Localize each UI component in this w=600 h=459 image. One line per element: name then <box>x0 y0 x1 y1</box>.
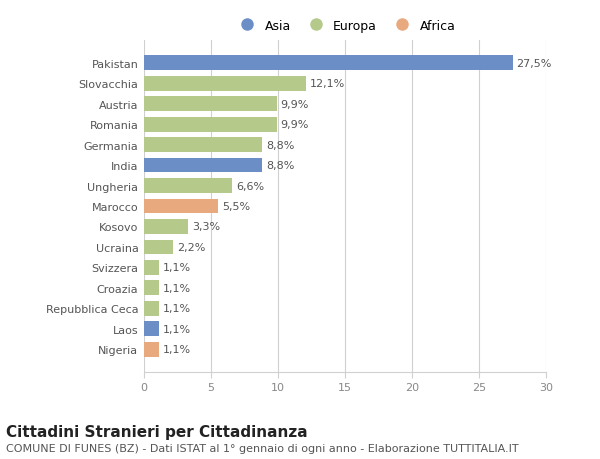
Text: 1,1%: 1,1% <box>163 283 191 293</box>
Text: 2,2%: 2,2% <box>178 242 206 252</box>
Bar <box>144 322 159 336</box>
Text: 12,1%: 12,1% <box>310 79 346 89</box>
Bar <box>144 77 306 91</box>
Bar <box>144 158 262 173</box>
Bar <box>144 301 159 316</box>
Text: 9,9%: 9,9% <box>281 100 309 110</box>
Text: 27,5%: 27,5% <box>517 59 552 69</box>
Text: 1,1%: 1,1% <box>163 324 191 334</box>
Text: 1,1%: 1,1% <box>163 263 191 273</box>
Bar <box>144 281 159 296</box>
Text: 8,8%: 8,8% <box>266 140 295 150</box>
Bar <box>144 97 277 112</box>
Text: Cittadini Stranieri per Cittadinanza: Cittadini Stranieri per Cittadinanza <box>6 425 308 440</box>
Text: 3,3%: 3,3% <box>192 222 220 232</box>
Text: 8,8%: 8,8% <box>266 161 295 171</box>
Bar <box>144 240 173 255</box>
Bar <box>144 199 218 214</box>
Text: 9,9%: 9,9% <box>281 120 309 130</box>
Legend: Asia, Europa, Africa: Asia, Europa, Africa <box>229 15 461 38</box>
Bar <box>144 118 277 132</box>
Bar <box>144 219 188 234</box>
Bar <box>144 138 262 153</box>
Text: 1,1%: 1,1% <box>163 344 191 354</box>
Text: COMUNE DI FUNES (BZ) - Dati ISTAT al 1° gennaio di ogni anno - Elaborazione TUTT: COMUNE DI FUNES (BZ) - Dati ISTAT al 1° … <box>6 443 518 453</box>
Bar <box>144 260 159 275</box>
Text: 6,6%: 6,6% <box>236 181 265 191</box>
Bar <box>144 179 232 194</box>
Bar <box>144 56 512 71</box>
Bar <box>144 342 159 357</box>
Text: 5,5%: 5,5% <box>222 202 250 212</box>
Text: 1,1%: 1,1% <box>163 303 191 313</box>
